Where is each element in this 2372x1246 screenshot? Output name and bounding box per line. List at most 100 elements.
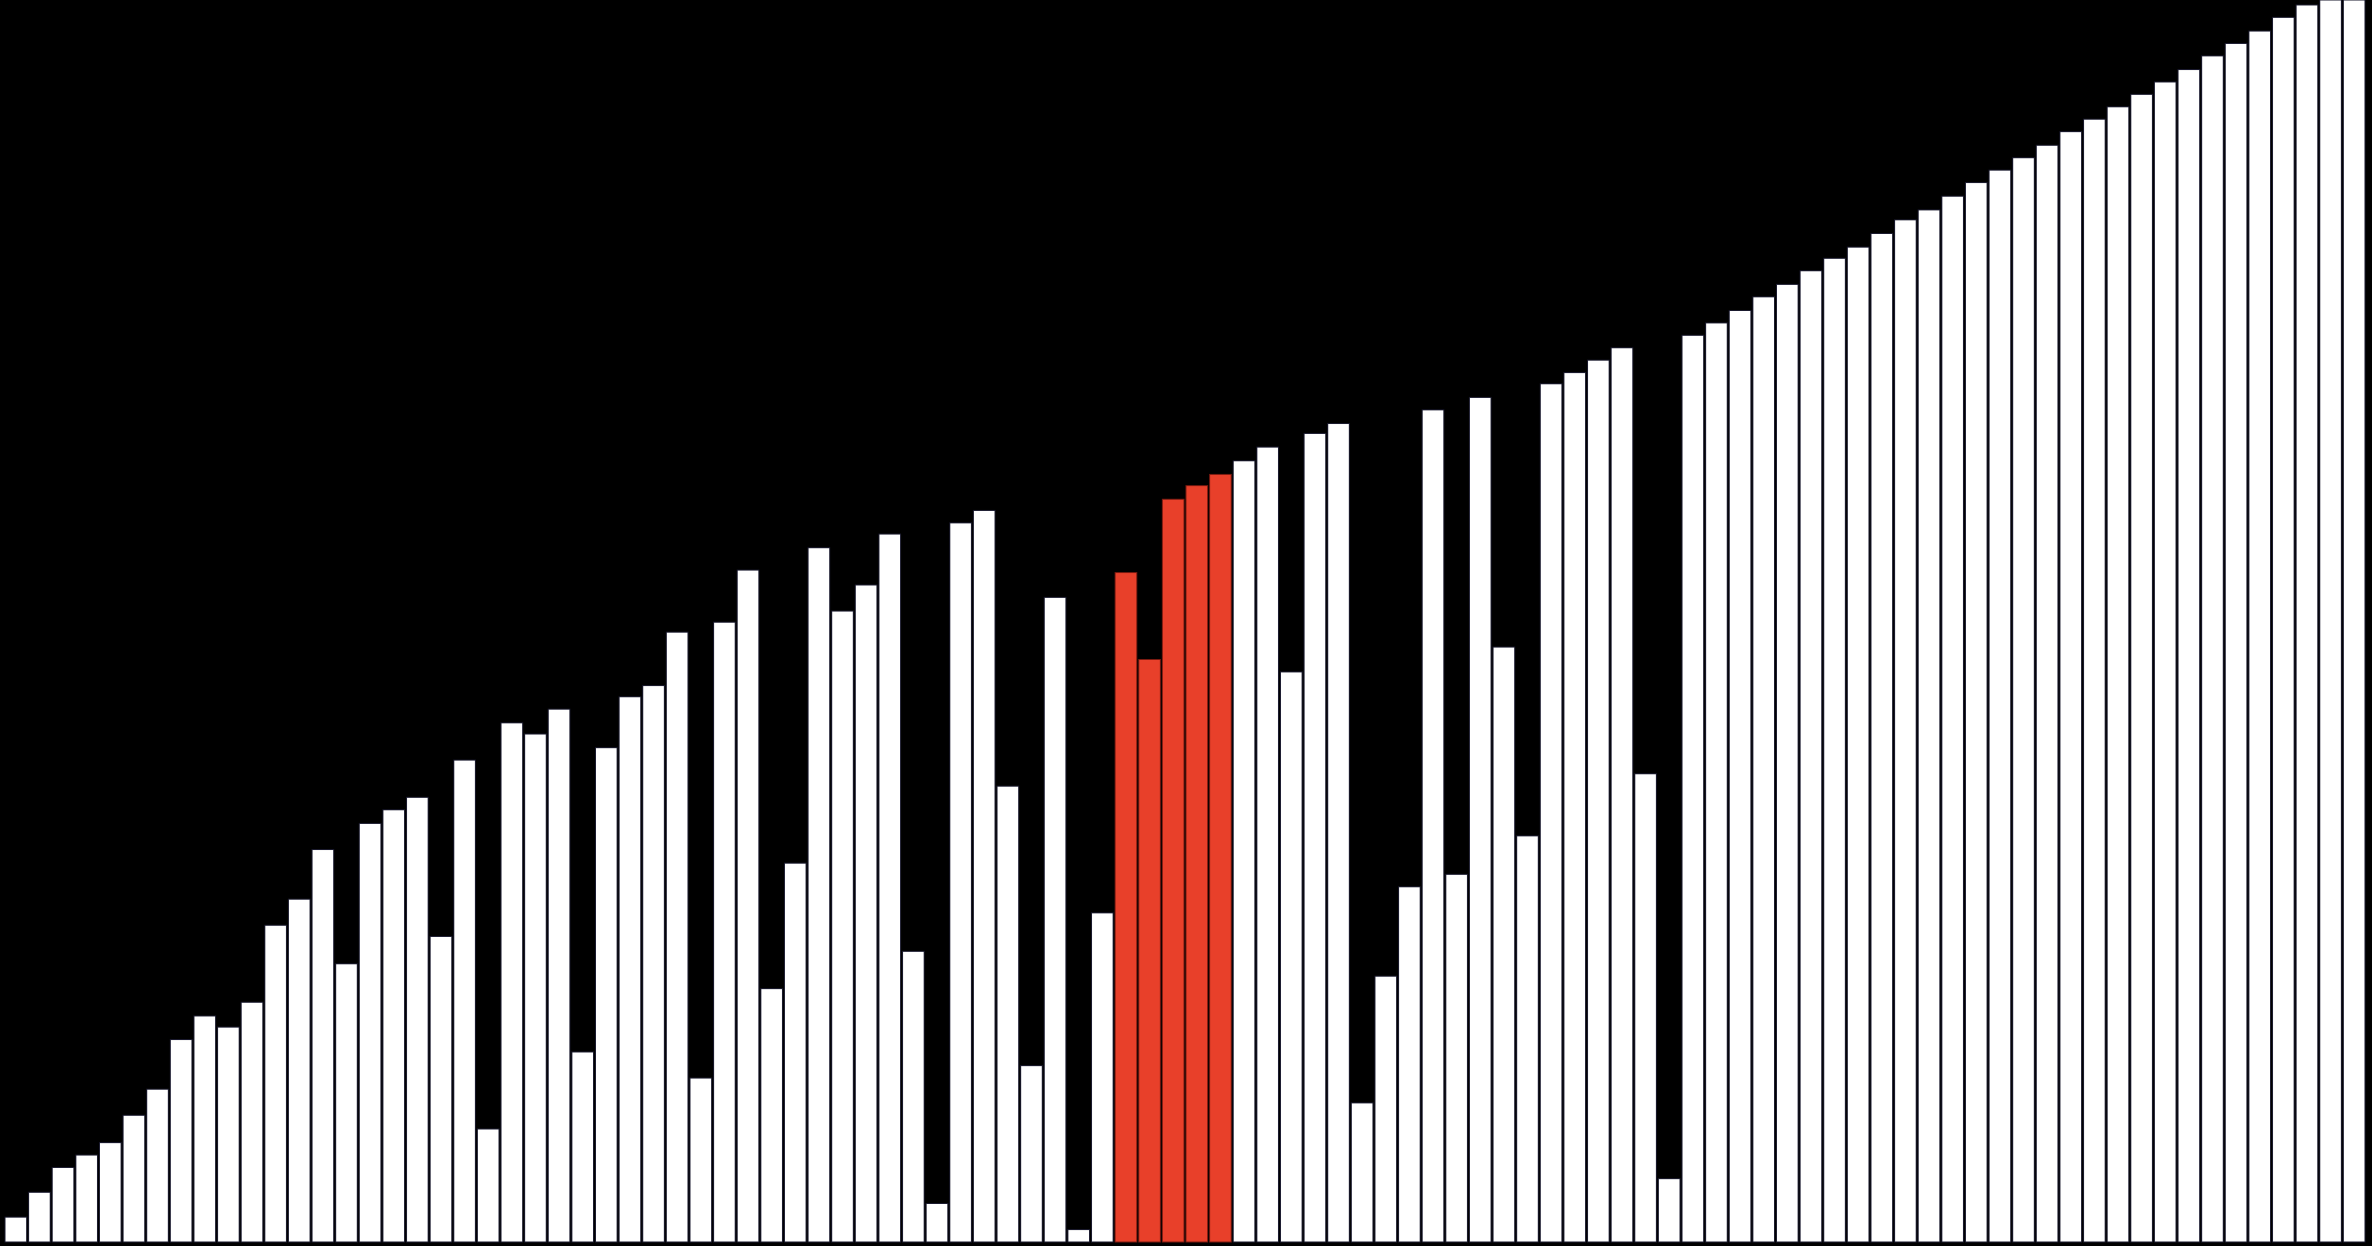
bar	[2012, 157, 2035, 1243]
bar	[2319, 0, 2342, 1243]
bar	[524, 733, 547, 1243]
bar	[713, 621, 736, 1243]
highlighted-bar	[1114, 572, 1138, 1243]
bar	[1563, 372, 1587, 1243]
bar	[1728, 310, 1752, 1243]
bar	[122, 1114, 146, 1243]
highlighted-bar	[1138, 659, 1161, 1243]
bar	[311, 849, 335, 1243]
bar	[2106, 106, 2130, 1243]
bar	[618, 696, 642, 1243]
bar	[264, 924, 287, 1243]
bar	[972, 509, 996, 1243]
bar	[2248, 30, 2272, 1243]
bar	[2224, 42, 2248, 1243]
bar	[807, 547, 831, 1243]
bar	[1091, 912, 1114, 1243]
bar	[4, 1216, 28, 1243]
highlighted-bar	[1161, 498, 1185, 1243]
bar	[2153, 81, 2177, 1243]
bar	[1516, 835, 1539, 1243]
bar	[831, 610, 854, 1243]
bar	[1823, 257, 1846, 1243]
bar	[2083, 118, 2106, 1243]
bar	[2295, 4, 2319, 1243]
bar	[1988, 169, 2012, 1243]
bar	[453, 759, 476, 1243]
bar	[902, 950, 925, 1243]
bar-series	[4, 0, 2366, 1243]
bar	[1232, 460, 1256, 1243]
bar	[1657, 1178, 1681, 1243]
highlighted-bar	[1185, 485, 1209, 1243]
bar	[193, 1015, 217, 1243]
bar	[2059, 131, 2083, 1243]
bar	[642, 685, 665, 1243]
bar	[1327, 423, 1350, 1243]
bar	[75, 1154, 98, 1243]
bar	[1799, 270, 1823, 1243]
bar	[1917, 209, 1941, 1243]
bar	[949, 522, 972, 1243]
bar	[2272, 16, 2295, 1243]
bar	[500, 722, 524, 1243]
bar	[1468, 396, 1492, 1243]
bar	[1681, 334, 1705, 1243]
bar	[240, 1001, 264, 1243]
bar	[1964, 182, 1988, 1243]
bar	[1870, 233, 1894, 1243]
bar	[406, 796, 429, 1243]
bar	[2201, 55, 2224, 1243]
bar	[1634, 773, 1657, 1243]
bar	[2177, 69, 2201, 1243]
bar	[878, 533, 902, 1243]
bar	[665, 631, 689, 1243]
bar	[996, 785, 1020, 1243]
bar	[1374, 975, 1398, 1243]
bar	[382, 809, 406, 1243]
bar	[1894, 219, 1917, 1243]
bar	[854, 584, 878, 1243]
bar	[1020, 1065, 1043, 1243]
bar	[736, 569, 760, 1243]
bar	[1256, 446, 1279, 1243]
bar	[783, 862, 807, 1243]
bar	[429, 935, 453, 1243]
bar	[2130, 93, 2153, 1243]
bar	[51, 1166, 75, 1243]
bar	[595, 747, 618, 1243]
bar	[146, 1088, 169, 1243]
bar	[358, 822, 382, 1243]
bar	[760, 988, 783, 1243]
bar	[2035, 144, 2059, 1243]
bar	[1846, 246, 1870, 1243]
bar	[547, 708, 571, 1243]
bar	[1776, 283, 1799, 1243]
bar	[1941, 195, 1964, 1243]
bar	[925, 1203, 949, 1243]
bar	[1421, 409, 1445, 1243]
bar	[287, 898, 311, 1243]
bar	[1587, 359, 1610, 1243]
bar	[335, 963, 358, 1243]
bar	[571, 1051, 595, 1243]
bar	[1303, 432, 1327, 1243]
bar	[1539, 383, 1563, 1243]
bar	[1752, 296, 1776, 1243]
bar	[1445, 873, 1468, 1243]
bar	[98, 1142, 122, 1243]
bar	[28, 1191, 51, 1243]
bar	[217, 1026, 240, 1243]
bar	[1279, 671, 1303, 1243]
bar	[1492, 646, 1516, 1243]
bar	[1043, 596, 1067, 1243]
bar	[1610, 347, 1634, 1243]
bar	[1067, 1229, 1091, 1243]
highlighted-bar	[1209, 473, 1232, 1243]
bar	[2342, 0, 2366, 1243]
bar	[1350, 1102, 1374, 1243]
bar	[1705, 322, 1728, 1243]
bar	[476, 1128, 500, 1243]
